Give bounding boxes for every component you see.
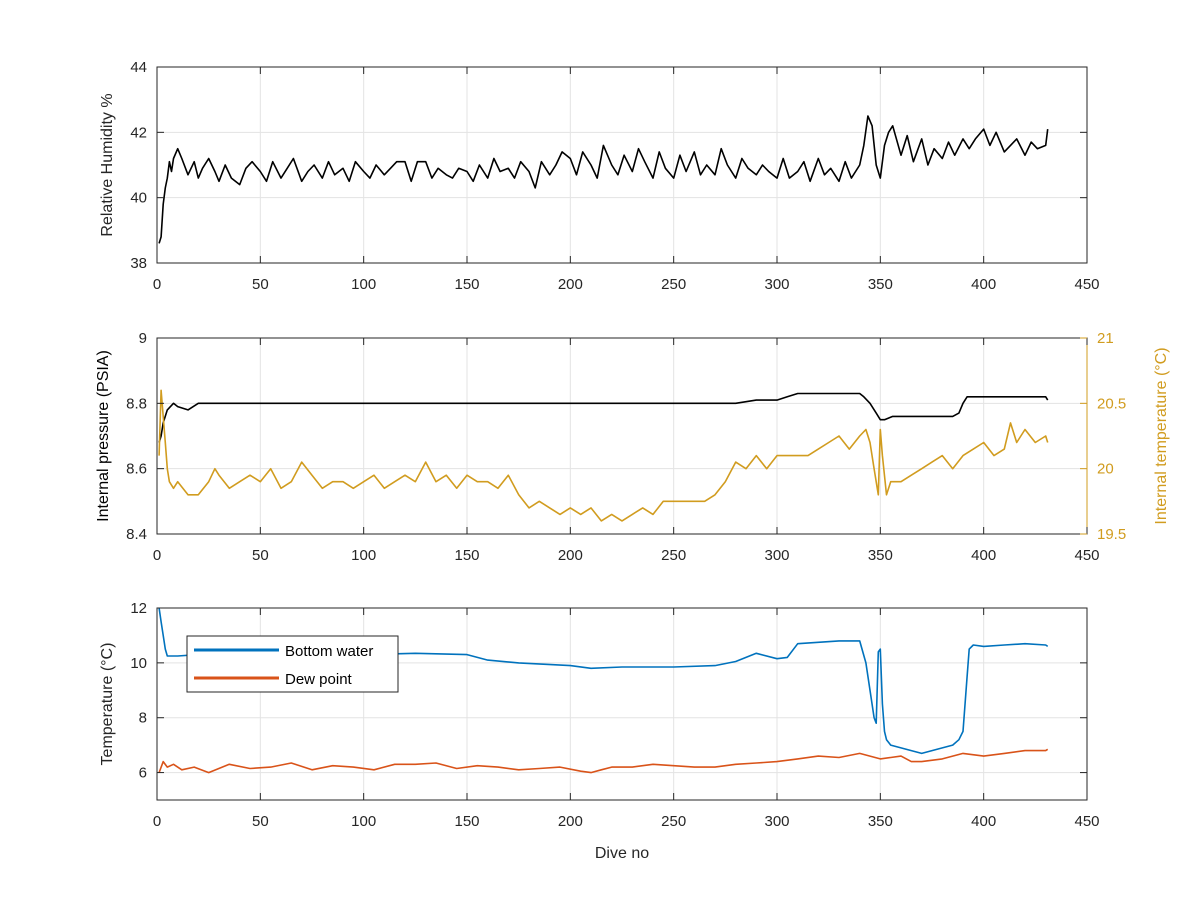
x-tick-label: 0 bbox=[153, 276, 161, 293]
legend: Bottom water Dew point bbox=[186, 635, 399, 693]
y-tick-label: 42 bbox=[130, 124, 147, 141]
y-axis-label: Temperature (°C) bbox=[99, 643, 116, 766]
x-tick-label: 250 bbox=[661, 276, 686, 293]
gridlines bbox=[157, 67, 1087, 263]
tick-marks bbox=[156, 607, 1088, 800]
y-tick-label: 8 bbox=[139, 710, 147, 727]
x-tick-label: 400 bbox=[971, 276, 996, 293]
x-tick-label: 0 bbox=[153, 813, 161, 830]
pressure-temperature-panel: 0 50 100 150 200 250 300 350 400 450 8.4 8.6 8.8 9 1… bbox=[95, 330, 1170, 564]
x-tick-labels: 0 50 100 150 200 250 300 350 400 450 bbox=[153, 813, 1100, 830]
x-tick-labels: 0 50 100 150 200 250 300 350 400 450 bbox=[153, 276, 1100, 293]
y-tick-label: 8.4 bbox=[126, 526, 147, 543]
y-tick-labels-right: 19.5 20 20.5 21 bbox=[1097, 330, 1126, 543]
x-tick-label: 250 bbox=[661, 547, 686, 564]
x-tick-label: 150 bbox=[454, 276, 479, 293]
y-tick-label-right: 21 bbox=[1097, 330, 1114, 347]
x-tick-label: 150 bbox=[454, 547, 479, 564]
x-tick-label: 200 bbox=[558, 276, 583, 293]
x-tick-label: 400 bbox=[971, 813, 996, 830]
x-tick-label: 450 bbox=[1074, 547, 1099, 564]
y-tick-labels: 38 40 42 44 bbox=[130, 59, 147, 272]
series-line-dew-point bbox=[158, 748, 1049, 774]
plot-area bbox=[157, 67, 1087, 263]
y-tick-label: 40 bbox=[130, 190, 147, 207]
series-lines bbox=[158, 389, 1049, 522]
y-axis-label-right: Internal temperature (°C) bbox=[1153, 347, 1170, 524]
x-tick-label: 300 bbox=[764, 276, 789, 293]
x-tick-label: 250 bbox=[661, 813, 686, 830]
series-line-2 bbox=[158, 389, 1049, 522]
water-dewpoint-panel: 0 50 100 150 200 250 300 350 400 450 6 8 10 12 Tempe… bbox=[99, 600, 1100, 862]
humidity-panel: 0 50 100 150 200 250 300 350 400 450 38 40 42 44 Rel… bbox=[99, 59, 1100, 293]
axes-box bbox=[156, 66, 1088, 264]
x-tick-label: 350 bbox=[868, 813, 893, 830]
tick-marks bbox=[156, 337, 1088, 535]
x-tick-label: 350 bbox=[868, 547, 893, 564]
y-tick-label-right: 20 bbox=[1097, 461, 1114, 478]
y-axis-label: Relative Humidity % bbox=[99, 93, 116, 236]
y-tick-label: 10 bbox=[130, 655, 147, 672]
y-tick-label-right: 20.5 bbox=[1097, 395, 1126, 412]
series-line-1 bbox=[158, 115, 1049, 244]
tick-marks bbox=[156, 66, 1088, 264]
x-tick-label: 100 bbox=[351, 276, 376, 293]
x-tick-label: 350 bbox=[868, 276, 893, 293]
y-tick-label: 44 bbox=[130, 59, 147, 76]
x-tick-label: 50 bbox=[252, 813, 269, 830]
series-line-1 bbox=[158, 392, 1049, 443]
legend-box bbox=[186, 635, 399, 693]
x-tick-label: 50 bbox=[252, 276, 269, 293]
x-tick-label: 300 bbox=[764, 547, 789, 564]
x-tick-label: 450 bbox=[1074, 813, 1099, 830]
x-tick-label: 200 bbox=[558, 813, 583, 830]
x-axis-label: Dive no bbox=[595, 845, 649, 862]
y-tick-labels-left: 8.4 8.6 8.8 9 bbox=[126, 330, 147, 543]
x-tick-label: 0 bbox=[153, 547, 161, 564]
x-tick-label: 400 bbox=[971, 547, 996, 564]
y-tick-label: 6 bbox=[139, 765, 147, 782]
x-tick-label: 450 bbox=[1074, 276, 1099, 293]
y-tick-labels: 6 8 10 12 bbox=[130, 600, 147, 782]
y-axis-label-left: Internal pressure (PSIA) bbox=[95, 350, 112, 522]
x-tick-label: 100 bbox=[351, 813, 376, 830]
y-tick-label: 8.8 bbox=[126, 395, 147, 412]
x-tick-label: 100 bbox=[351, 547, 376, 564]
y-tick-label: 8.6 bbox=[126, 461, 147, 478]
plot-area bbox=[157, 338, 1087, 534]
x-tick-label: 300 bbox=[764, 813, 789, 830]
x-tick-label: 200 bbox=[558, 547, 583, 564]
series-lines bbox=[158, 115, 1049, 244]
x-tick-labels: 0 50 100 150 200 250 300 350 400 450 bbox=[153, 547, 1100, 564]
y-tick-label: 12 bbox=[130, 600, 147, 617]
x-tick-label: 150 bbox=[454, 813, 479, 830]
y-tick-label: 9 bbox=[139, 330, 147, 347]
axes-box bbox=[156, 607, 1088, 801]
y-tick-label-right: 19.5 bbox=[1097, 526, 1126, 543]
y-tick-label: 38 bbox=[130, 255, 147, 272]
legend-label-dew-point: Dew point bbox=[285, 671, 353, 688]
legend-label-bottom-water: Bottom water bbox=[285, 643, 373, 660]
x-tick-label: 50 bbox=[252, 547, 269, 564]
